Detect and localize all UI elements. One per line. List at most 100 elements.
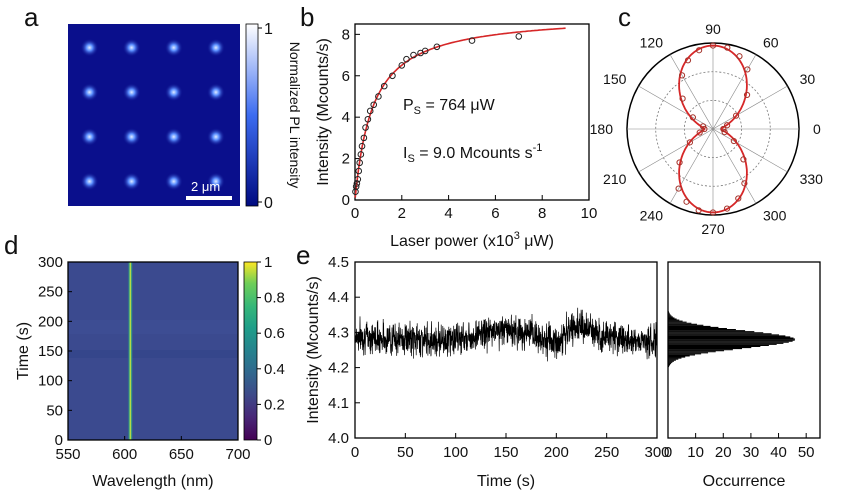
panel-b: 0 2 4 6 8 10 0 2 4 6 8 PS = 764 μW IS = 9.0 Mcount… [315, 23, 597, 250]
data-point [732, 112, 740, 119]
colorbar-d-tick: 0.6 [264, 325, 285, 342]
pl-spot [80, 38, 99, 57]
data-point [676, 159, 683, 166]
data-point [696, 47, 703, 54]
y-tick-label-d: 150 [38, 343, 63, 360]
y-tick-label-b: 2 [342, 151, 350, 168]
polar-angle-label: 180 [590, 121, 614, 137]
pl-spot [206, 127, 225, 146]
pl-spot [164, 38, 183, 57]
data-point [683, 198, 690, 205]
data-point [730, 137, 737, 145]
panel-a: 2 μm 1 0 Normalized PL intensity [68, 21, 303, 212]
y-tick-label-d: 0 [55, 432, 63, 449]
y-tick-label-e: 4.0 [328, 430, 349, 447]
pl-spots [80, 38, 225, 191]
x-tick-label-b: 8 [538, 205, 546, 222]
data-point [358, 142, 366, 150]
colorbar-d-tick: 0.2 [264, 396, 285, 413]
pl-spot [164, 172, 183, 191]
data-point [410, 51, 417, 59]
x-tick-label-hist: 30 [743, 444, 760, 461]
pl-spot [122, 38, 141, 57]
data-point [362, 124, 369, 131]
y-tick-label-d: 50 [46, 402, 63, 419]
data-point [735, 195, 742, 202]
colorbar-d [243, 261, 258, 441]
data-point [743, 91, 751, 99]
colorbar-a [245, 23, 259, 207]
y-tick-label-d: 250 [38, 284, 63, 301]
data-point [724, 44, 731, 51]
x-tick-label-hist: 10 [687, 444, 704, 461]
data-point [686, 139, 694, 146]
data-point [709, 209, 717, 216]
x-tick-label-hist: 50 [798, 444, 815, 461]
pl-spot [122, 127, 141, 146]
x-tick-label-e: 50 [397, 444, 414, 461]
data-point [366, 107, 374, 115]
panel-label-b: b [300, 2, 314, 32]
panel-d: 550 600 650 700 0 50 100 150 200 250 300 0 0.2 0.4 0.… [15, 254, 285, 490]
y-tick-label-b: 8 [342, 26, 350, 43]
panel-c: 0 30 60 90 120 150 180 210 240 270 300 330 [590, 21, 824, 237]
pl-spot [206, 172, 225, 191]
y-tick-label-e: 4.5 [328, 254, 349, 271]
data-point [389, 72, 396, 80]
data-point [709, 42, 717, 49]
y-tick-label-d: 200 [38, 313, 63, 330]
data-point [360, 134, 368, 142]
axis-label-x-e: Time (s) [477, 473, 535, 490]
panel-label-a: a [24, 2, 39, 32]
data-point [357, 151, 365, 158]
x-tick-label-e: 250 [594, 444, 619, 461]
data-point [678, 72, 686, 79]
polarization-data-points [675, 42, 751, 216]
axis-label-y-d: Time (s) [15, 322, 32, 380]
polar-angle-label: 120 [640, 34, 664, 50]
occurrence-histogram [668, 311, 796, 368]
x-tick-label-b: 2 [398, 205, 406, 222]
panel-label-c: c [618, 2, 631, 32]
saturation-fit-curve [354, 27, 566, 198]
y-tick-label-d: 300 [38, 254, 63, 271]
x-tick-label-d: 550 [55, 446, 80, 463]
data-point [696, 129, 703, 136]
x-tick-label-b: 4 [444, 205, 452, 222]
colorbar-d-tick: 1 [264, 254, 272, 271]
x-tick-label-hist: 40 [770, 444, 787, 461]
colorbar-d-tick: 0.8 [264, 290, 285, 307]
x-tick-label-b: 6 [491, 205, 499, 222]
data-point [679, 95, 686, 102]
polar-angle-label: 300 [763, 208, 787, 224]
data-point [741, 180, 748, 187]
x-tick-label-hist: 0 [664, 444, 672, 461]
axis-label-x-d: Wavelength (nm) [92, 473, 213, 490]
y-tick-label-b: 6 [342, 68, 350, 85]
scale-bar [186, 196, 232, 200]
data-point [356, 159, 363, 167]
panel-label-e: e [296, 240, 310, 270]
pl-spot [80, 172, 99, 191]
colorbar-d-tick: 0 [264, 432, 272, 449]
pl-spot [80, 127, 99, 146]
polar-angle-label: 150 [603, 71, 627, 87]
data-point [375, 93, 382, 100]
axis-label-y-e: Intensity (Mcounts/s) [305, 276, 322, 424]
y-tick-label-b: 4 [342, 109, 350, 126]
polar-angle-label: 90 [705, 21, 721, 37]
colorbar-a-tick-1: 1 [264, 21, 273, 38]
data-point [701, 125, 708, 133]
y-tick-label-d: 100 [38, 373, 63, 390]
x-tick-label-hist: 20 [715, 444, 732, 461]
data-point [675, 185, 682, 192]
data-point [354, 175, 362, 183]
pl-spot [122, 172, 141, 191]
x-tick-label-b: 0 [351, 205, 359, 222]
data-point [684, 57, 692, 64]
colorbar-a-label: Normalized PL intensity [287, 42, 303, 189]
polar-angle-label: 0 [813, 121, 821, 137]
data-point [353, 180, 361, 187]
